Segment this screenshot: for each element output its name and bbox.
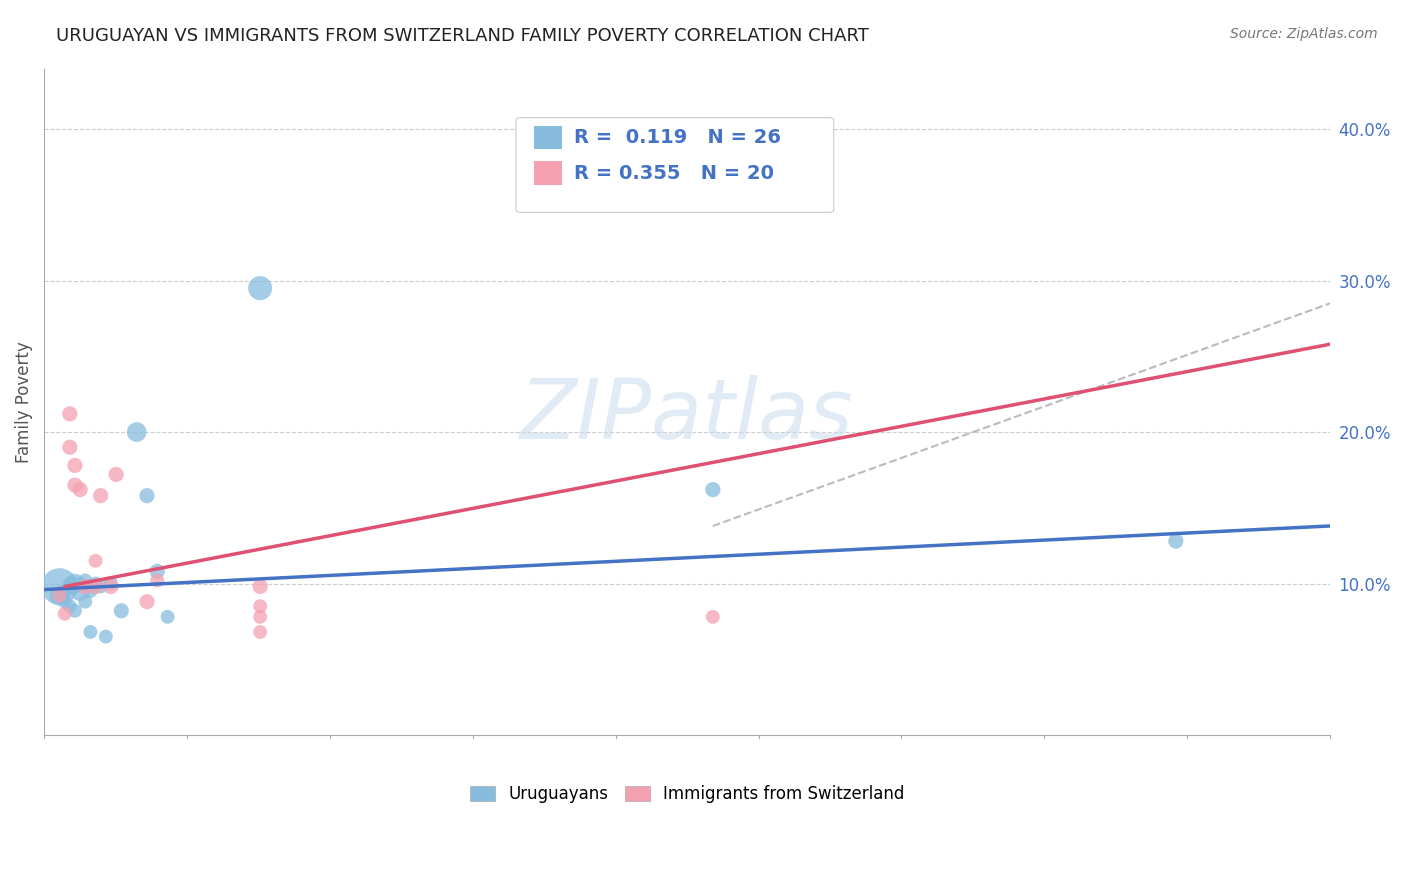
Point <box>69 483 91 497</box>
Point <box>84 576 107 591</box>
Point <box>63 576 86 591</box>
Point <box>249 610 271 624</box>
Legend: Uruguayans, Immigrants from Switzerland: Uruguayans, Immigrants from Switzerland <box>470 785 904 804</box>
Point <box>53 595 76 609</box>
Point <box>90 489 112 503</box>
Point <box>48 589 70 603</box>
Point <box>75 580 97 594</box>
Point <box>249 625 271 640</box>
Point <box>100 576 122 591</box>
Point <box>90 580 112 594</box>
Point <box>146 574 169 588</box>
Point <box>1164 534 1187 549</box>
Point <box>136 595 159 609</box>
Point <box>75 595 97 609</box>
Point <box>146 565 169 579</box>
Point <box>63 478 86 492</box>
Text: URUGUAYAN VS IMMIGRANTS FROM SWITZERLAND FAMILY POVERTY CORRELATION CHART: URUGUAYAN VS IMMIGRANTS FROM SWITZERLAND… <box>56 27 869 45</box>
Point <box>94 630 117 644</box>
Text: R = 0.355   N = 20: R = 0.355 N = 20 <box>574 163 773 183</box>
Point <box>136 489 159 503</box>
Point <box>59 599 82 614</box>
Point <box>48 589 70 603</box>
Point <box>156 610 179 624</box>
Point <box>75 574 97 588</box>
Point <box>48 580 70 594</box>
Y-axis label: Family Poverty: Family Poverty <box>15 341 32 463</box>
Point <box>63 604 86 618</box>
Point <box>84 554 107 568</box>
Text: ZIPatlas: ZIPatlas <box>520 375 853 456</box>
Point <box>63 458 86 473</box>
Point <box>59 576 82 591</box>
Point <box>79 625 101 640</box>
Point <box>249 599 271 614</box>
Point <box>105 467 128 482</box>
Point <box>69 576 91 591</box>
Point <box>79 584 101 599</box>
Point <box>59 440 82 454</box>
Point <box>53 584 76 599</box>
Point <box>110 604 132 618</box>
Point <box>84 580 107 594</box>
Point <box>53 607 76 621</box>
Point <box>249 281 271 295</box>
Point <box>702 483 724 497</box>
Point <box>249 580 271 594</box>
Text: R =  0.119   N = 26: R = 0.119 N = 26 <box>574 128 780 147</box>
Point <box>59 407 82 421</box>
Point <box>69 584 91 599</box>
Text: Source: ZipAtlas.com: Source: ZipAtlas.com <box>1230 27 1378 41</box>
Point <box>702 610 724 624</box>
Point <box>125 425 148 439</box>
Point <box>100 580 122 594</box>
